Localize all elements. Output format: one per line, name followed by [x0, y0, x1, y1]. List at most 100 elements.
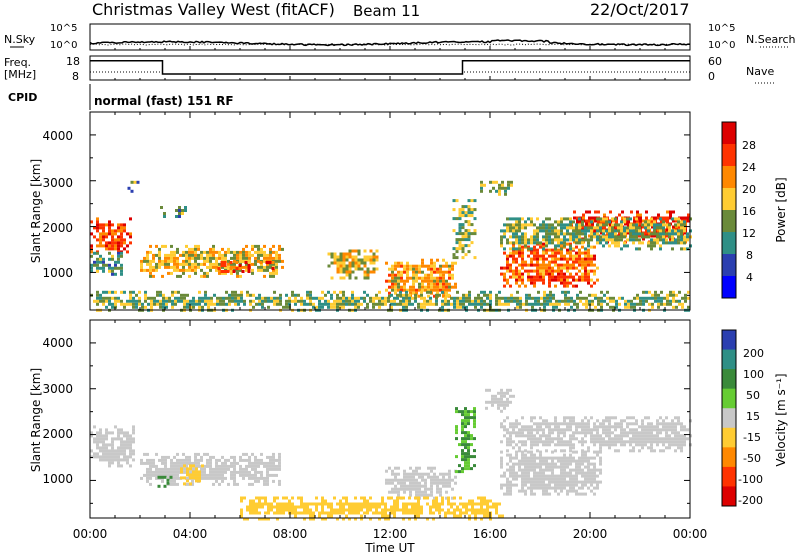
data-cell: [397, 490, 400, 494]
data-cell: [464, 244, 468, 248]
data-cell: [629, 428, 632, 432]
data-cell: [111, 238, 114, 242]
data-cell: [173, 455, 176, 459]
data-cell: [527, 223, 530, 227]
data-cell: [530, 489, 533, 493]
data-cell: [471, 302, 474, 306]
data-cell: [330, 255, 334, 259]
data-cell: [155, 470, 158, 474]
data-cell: [575, 428, 578, 432]
data-cell: [417, 505, 420, 509]
data-cell: [474, 302, 477, 306]
data-cell: [254, 458, 257, 462]
velocity-panel: [89, 319, 691, 519]
data-cell: [647, 431, 650, 435]
data-cell: [563, 477, 566, 481]
data-cell: [549, 290, 552, 294]
data-cell: [108, 223, 111, 227]
data-cell: [411, 296, 414, 300]
data-cell: [575, 229, 578, 233]
data-cell: [90, 266, 93, 270]
data-cell: [406, 261, 409, 265]
data-cell: [554, 486, 557, 490]
data-cell: [515, 422, 518, 426]
data-cell: [291, 293, 294, 297]
data-cell: [536, 260, 539, 264]
data-cell: [144, 296, 147, 300]
data-cell: [650, 428, 653, 432]
data-cell: [276, 511, 279, 515]
data-cell: [209, 467, 212, 471]
data-cell: [174, 302, 177, 306]
data-cell: [385, 469, 388, 473]
data-cell: [426, 299, 429, 303]
data-cell: [596, 235, 599, 239]
data-cell: [209, 458, 212, 462]
data-cell: [470, 241, 474, 245]
data-cell: [662, 238, 665, 242]
data-cell: [506, 492, 509, 496]
data-cell: [233, 470, 236, 474]
data-cell: [397, 285, 400, 289]
data-cell: [677, 440, 680, 444]
data-cell: [587, 456, 590, 460]
data-cell: [473, 407, 476, 411]
data-cell: [111, 254, 114, 258]
data-cell: [575, 468, 578, 472]
data-cell: [146, 473, 149, 477]
data-cell: [102, 269, 105, 273]
data-cell: [191, 482, 194, 486]
data-cell: [638, 440, 641, 444]
data-cell: [120, 464, 123, 468]
data-cell: [198, 479, 201, 483]
data-cell: [375, 502, 378, 506]
data-cell: [406, 264, 409, 268]
data-cell: [506, 489, 509, 493]
data-cell: [575, 431, 578, 435]
data-cell: [435, 496, 438, 500]
data-cell: [578, 278, 581, 282]
data-cell: [524, 232, 527, 236]
data-cell: [614, 223, 617, 227]
data-cell: [188, 274, 191, 278]
data-cell: [500, 394, 503, 398]
data-cell: [348, 502, 351, 506]
data-cell: [285, 293, 288, 297]
data-cell: [409, 493, 412, 497]
data-cell: [306, 293, 309, 297]
data-cell: [240, 496, 243, 500]
data-cell: [555, 299, 558, 303]
data-cell: [672, 225, 675, 229]
data-cell: [539, 428, 542, 432]
data-cell: [254, 464, 257, 468]
data-cell: [254, 470, 257, 474]
data-cell: [536, 269, 539, 273]
data-cell: [390, 511, 393, 515]
data-cell: [420, 302, 423, 306]
data-cell: [453, 296, 456, 300]
velocity-colorbar: [721, 329, 737, 507]
data-cell: [605, 431, 608, 435]
data-cell: [653, 220, 656, 224]
data-cell: [656, 223, 659, 227]
data-cell: [608, 431, 611, 435]
data-cell: [363, 499, 366, 503]
data-cell: [512, 232, 515, 236]
data-cell: [515, 275, 518, 279]
data-cell: [342, 502, 345, 506]
data-cell: [593, 422, 596, 426]
data-cell: [548, 254, 551, 258]
data-cell: [200, 458, 203, 462]
data-cell: [672, 210, 675, 214]
data-cell: [165, 299, 168, 303]
data-cell: [533, 443, 536, 447]
data-cell: [587, 229, 590, 233]
data-cell: [548, 456, 551, 460]
data-cell: [584, 456, 587, 460]
data-cell: [294, 505, 297, 509]
data-cell: [557, 220, 560, 224]
data-cell: [406, 478, 409, 482]
data-cell: [409, 475, 412, 479]
data-cell: [630, 302, 633, 306]
data-cell: [231, 296, 234, 300]
